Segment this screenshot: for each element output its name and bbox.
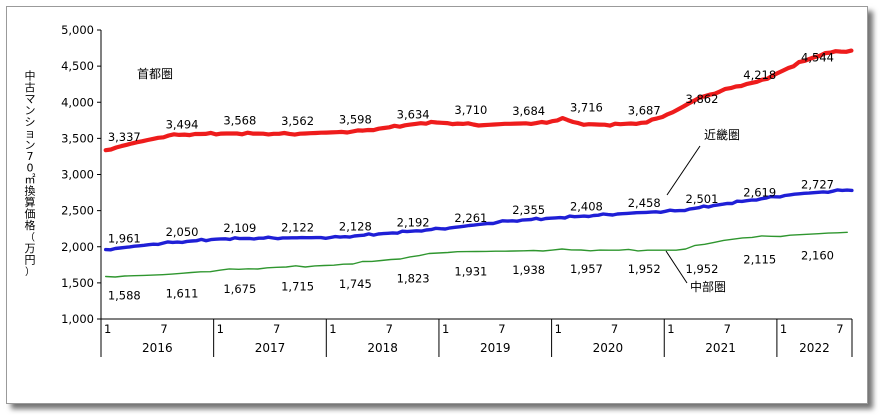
y-axis-label: 中古マンション 7 0 ㎡換算価格（万円） xyxy=(25,70,36,279)
y-tick-label: 3,500 xyxy=(61,131,94,145)
y-tick-label: 1,500 xyxy=(61,276,94,290)
year-label: 2021 xyxy=(705,341,736,355)
data-label: 1,938 xyxy=(512,263,545,277)
series-line-近畿圏 xyxy=(104,188,854,252)
x-tick-label: 1 xyxy=(217,322,224,336)
data-label: 2,261 xyxy=(454,211,487,225)
x-tick-label: 7 xyxy=(836,322,843,336)
y-tick-label: 2,000 xyxy=(61,240,94,254)
data-label: 3,716 xyxy=(570,100,603,114)
x-tick-label: 1 xyxy=(555,322,562,336)
data-label: 1,611 xyxy=(166,287,199,301)
x-tick-label: 1 xyxy=(104,322,111,336)
data-label: 1,745 xyxy=(339,277,372,291)
series-line-首都圏 xyxy=(103,48,854,153)
data-label: 2,727 xyxy=(801,178,834,192)
data-label: 1,675 xyxy=(223,282,256,296)
x-tick-label: 7 xyxy=(273,322,280,336)
data-label: 1,715 xyxy=(281,279,314,293)
data-label: 2,619 xyxy=(743,185,776,199)
data-label: 4,544 xyxy=(801,51,834,65)
y-tick-label: 5,000 xyxy=(61,23,94,37)
data-label: 1,952 xyxy=(686,262,719,276)
year-label: 2016 xyxy=(142,341,173,355)
data-label: 3,862 xyxy=(686,92,719,106)
data-label: 1,931 xyxy=(454,264,487,278)
data-label: 3,684 xyxy=(512,104,545,118)
data-label: 3,494 xyxy=(166,117,199,131)
data-label: 4,218 xyxy=(743,68,776,82)
data-label: 2,160 xyxy=(801,248,834,262)
x-tick-label: 1 xyxy=(667,322,674,336)
x-tick-label: 7 xyxy=(611,322,618,336)
year-label: 2022 xyxy=(799,341,830,355)
series-leader-line xyxy=(666,145,701,196)
data-label: 2,050 xyxy=(166,225,199,239)
series-label: 近畿圏 xyxy=(704,128,740,142)
data-label: 3,634 xyxy=(397,107,430,121)
x-tick-label: 7 xyxy=(498,322,505,336)
data-label: 2,355 xyxy=(512,203,545,217)
series-line-中部圏 xyxy=(105,231,848,278)
y-tick-label: 3,000 xyxy=(61,168,94,182)
data-label: 3,710 xyxy=(454,103,487,117)
data-label: 2,192 xyxy=(397,215,430,229)
x-tick-label: 7 xyxy=(724,322,731,336)
data-label: 1,957 xyxy=(570,262,603,276)
data-label: 2,115 xyxy=(743,252,776,266)
year-label: 2018 xyxy=(367,341,398,355)
data-label: 2,109 xyxy=(223,221,256,235)
x-tick-label: 1 xyxy=(442,322,449,336)
year-label: 2019 xyxy=(480,341,511,355)
data-label: 1,961 xyxy=(108,232,141,246)
series-leader-line xyxy=(665,250,688,284)
x-tick-label: 1 xyxy=(329,322,336,336)
series-label: 中部圏 xyxy=(690,279,726,294)
data-label: 3,598 xyxy=(339,112,372,126)
y-tick-label: 1,000 xyxy=(61,312,94,326)
data-label: 2,408 xyxy=(570,200,603,214)
data-label: 1,952 xyxy=(628,262,661,276)
data-label: 2,122 xyxy=(281,221,314,235)
data-label: 3,562 xyxy=(281,114,314,128)
year-label: 2017 xyxy=(255,341,286,355)
data-label: 2,458 xyxy=(628,196,661,210)
year-label: 2020 xyxy=(593,341,624,355)
y-tick-label: 2,500 xyxy=(61,204,94,218)
x-tick-label: 7 xyxy=(160,322,167,336)
data-label: 1,823 xyxy=(397,272,430,286)
data-label: 3,337 xyxy=(108,130,141,144)
data-label: 1,588 xyxy=(108,289,141,303)
x-tick-label: 1 xyxy=(780,322,787,336)
y-tick-label: 4,000 xyxy=(61,95,94,109)
data-label: 3,687 xyxy=(628,104,661,118)
data-label: 2,128 xyxy=(339,220,372,234)
data-label: 2,501 xyxy=(686,192,719,206)
series-label: 首都圏 xyxy=(137,67,173,81)
data-label: 3,568 xyxy=(223,114,256,128)
x-tick-label: 7 xyxy=(386,322,393,336)
y-tick-label: 4,500 xyxy=(61,59,94,73)
